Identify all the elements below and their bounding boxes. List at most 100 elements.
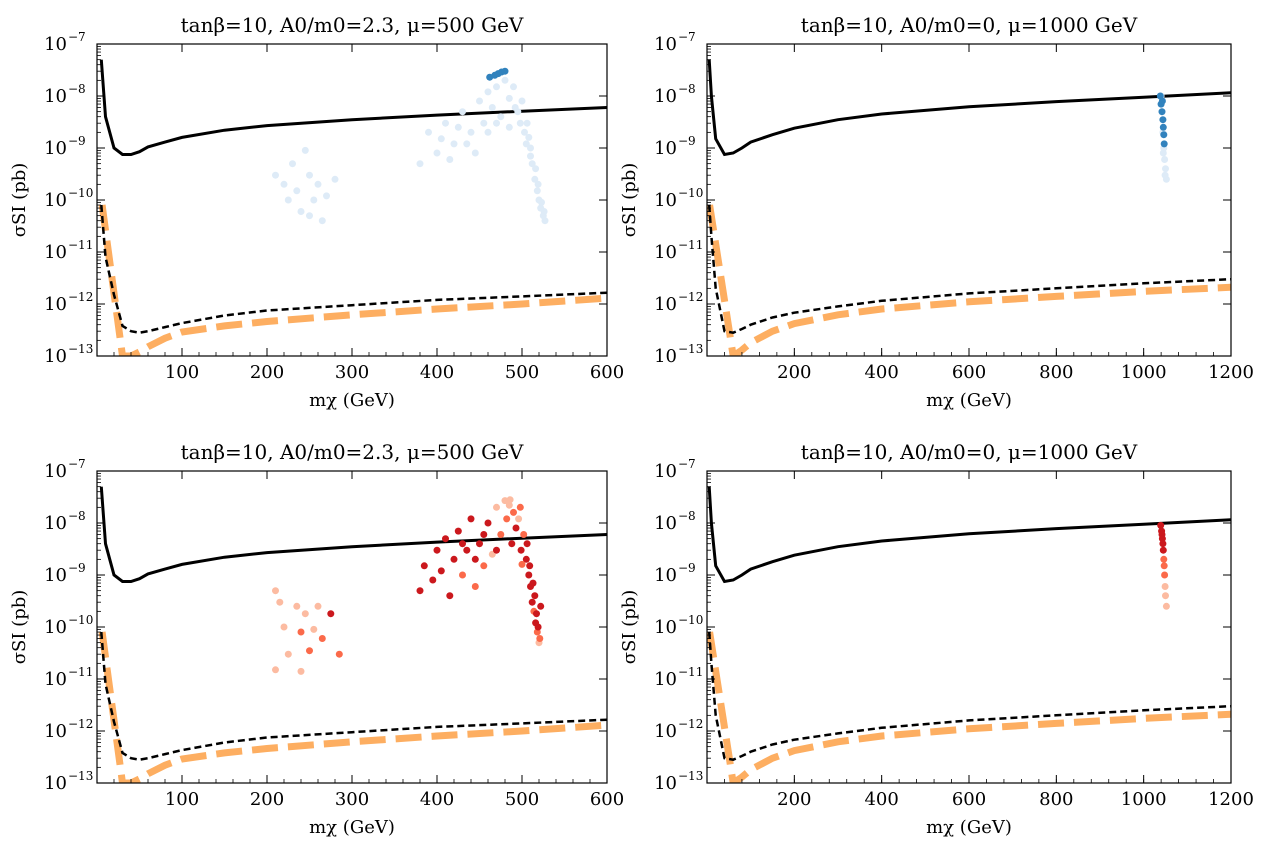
x-tick-label: 200 — [777, 362, 811, 383]
y-tick-exponent: −12 — [678, 717, 703, 731]
x-tick-label: 500 — [505, 362, 539, 383]
data-point — [463, 140, 471, 148]
data-point — [459, 540, 466, 548]
chart-title: tanβ=10, A0/m0=0, μ=1000 GeV — [801, 13, 1138, 37]
data-point — [459, 571, 466, 579]
y-tick-label: 10 — [654, 617, 677, 638]
data-point — [505, 123, 513, 131]
data-point — [511, 104, 519, 111]
data-point — [493, 546, 500, 554]
y-tick-exponent: −13 — [678, 342, 703, 356]
data-point — [420, 562, 428, 570]
data-point — [480, 562, 488, 570]
data-point — [454, 527, 462, 535]
x-tick-label: 1000 — [1121, 362, 1167, 383]
y-tick-label: 10 — [44, 565, 67, 586]
y-tick-label: 10 — [654, 773, 677, 794]
data-point — [331, 175, 339, 183]
projected-limit-curve — [707, 631, 1231, 783]
y-tick-exponent: −9 — [678, 561, 696, 575]
data-point — [450, 555, 458, 563]
data-point — [480, 531, 488, 538]
data-point — [476, 540, 483, 548]
data-point — [505, 94, 513, 102]
data-point — [318, 217, 326, 225]
y-tick-exponent: −7 — [68, 457, 86, 471]
projected-limit-curve — [707, 204, 1231, 356]
data-point — [531, 175, 539, 183]
data-point — [497, 113, 505, 121]
y-axis-label: σSI (pb) — [619, 590, 640, 665]
data-point — [537, 602, 545, 610]
chart-4: tanβ=10, A0/m0=0, μ=1000 GeV 200 400 600 800… — [619, 440, 1254, 838]
plot-frame — [706, 43, 1232, 357]
y-axis-label: σSI (pb) — [9, 590, 30, 665]
data-point — [1162, 592, 1169, 600]
data-point-highlight — [1159, 123, 1167, 131]
data-point — [488, 104, 496, 111]
data-point — [459, 108, 466, 116]
data-point — [335, 650, 343, 658]
y-tick-label: 10 — [654, 86, 677, 107]
x-tick-label: 600 — [590, 789, 624, 810]
y-tick-label: 10 — [654, 242, 677, 263]
y-tick-label: 10 — [654, 294, 677, 315]
data-point — [525, 571, 533, 579]
y-tick-label: 10 — [44, 721, 67, 742]
data-point — [1160, 562, 1168, 570]
data-point — [512, 524, 520, 532]
data-point — [529, 579, 537, 587]
y-tick-exponent: −8 — [68, 509, 86, 523]
data-point — [506, 496, 514, 504]
data-point-highlight — [1160, 131, 1168, 139]
data-point — [446, 156, 454, 163]
y-tick-exponent: −8 — [68, 82, 86, 96]
data-point-highlight — [1158, 97, 1166, 105]
plot-area — [707, 486, 1231, 783]
x-tick-label: 200 — [777, 789, 811, 810]
data-point — [518, 560, 526, 568]
data-point — [522, 140, 530, 148]
data-point — [497, 531, 505, 538]
y-tick-exponent: −7 — [68, 30, 86, 44]
y-tick-label: 10 — [44, 346, 67, 367]
data-point — [297, 208, 305, 215]
x-tick-label: 500 — [505, 789, 539, 810]
y-tick-exponent: −9 — [68, 134, 86, 148]
data-point — [536, 635, 544, 642]
data-point — [297, 667, 305, 675]
data-point — [450, 140, 458, 148]
data-point — [1157, 521, 1165, 529]
x-tick-label: 800 — [1039, 789, 1073, 810]
data-point — [1161, 156, 1169, 163]
future-limit-curve — [100, 631, 607, 761]
data-point — [301, 610, 309, 618]
data-point-highlight — [1158, 108, 1166, 116]
data-point — [467, 128, 475, 136]
data-point — [280, 180, 288, 188]
data-point — [531, 592, 539, 600]
data-point — [425, 128, 432, 136]
x-tick-label: 600 — [952, 789, 986, 810]
data-point-highlight — [501, 67, 509, 75]
data-point — [297, 628, 305, 636]
x-tick-label: 400 — [420, 789, 454, 810]
x-tick-label: 200 — [250, 789, 284, 810]
data-point — [520, 531, 528, 538]
current-limit-curve — [707, 59, 1231, 157]
plot-area — [98, 486, 607, 783]
y-axis-label: σSI (pb) — [9, 163, 30, 238]
data-point — [484, 128, 492, 136]
y-tick-exponent: −12 — [68, 717, 93, 731]
y-tick-label: 10 — [654, 34, 677, 55]
data-point — [517, 546, 525, 554]
data-point — [1160, 555, 1168, 563]
data-point-highlight — [1159, 116, 1167, 124]
data-point — [505, 501, 513, 509]
y-tick-label: 10 — [44, 34, 67, 55]
y-tick-label: 10 — [44, 138, 67, 159]
y-tick-exponent: −8 — [678, 509, 696, 523]
x-tick-label: 1200 — [1208, 362, 1254, 383]
y-tick-label: 10 — [654, 346, 677, 367]
